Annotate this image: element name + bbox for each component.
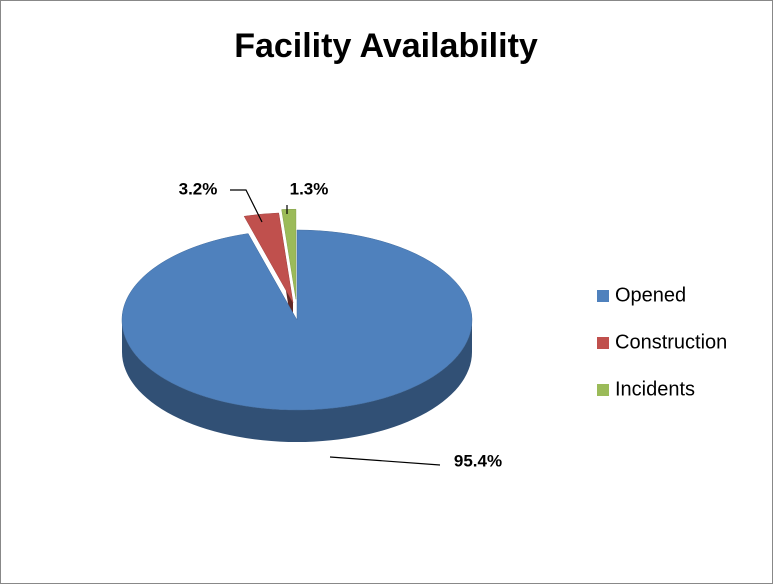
value-label: 95.4%	[454, 451, 502, 470]
legend-swatch	[597, 337, 609, 349]
pie-slice	[281, 208, 297, 300]
value-label: 1.3%	[290, 179, 329, 198]
legend-label: Opened	[615, 284, 686, 306]
pie-slice	[121, 229, 473, 411]
legend-swatch	[597, 290, 609, 302]
pie-slice	[243, 212, 294, 303]
value-label: 3.2%	[179, 179, 218, 198]
chart-title: Facility Availability	[234, 27, 538, 65]
legend-label: Construction	[615, 331, 727, 353]
legend-swatch	[597, 384, 609, 396]
leader-line	[329, 456, 441, 466]
legend-label: Incidents	[615, 378, 695, 400]
leader-line	[230, 189, 263, 223]
pie-side	[122, 320, 472, 442]
